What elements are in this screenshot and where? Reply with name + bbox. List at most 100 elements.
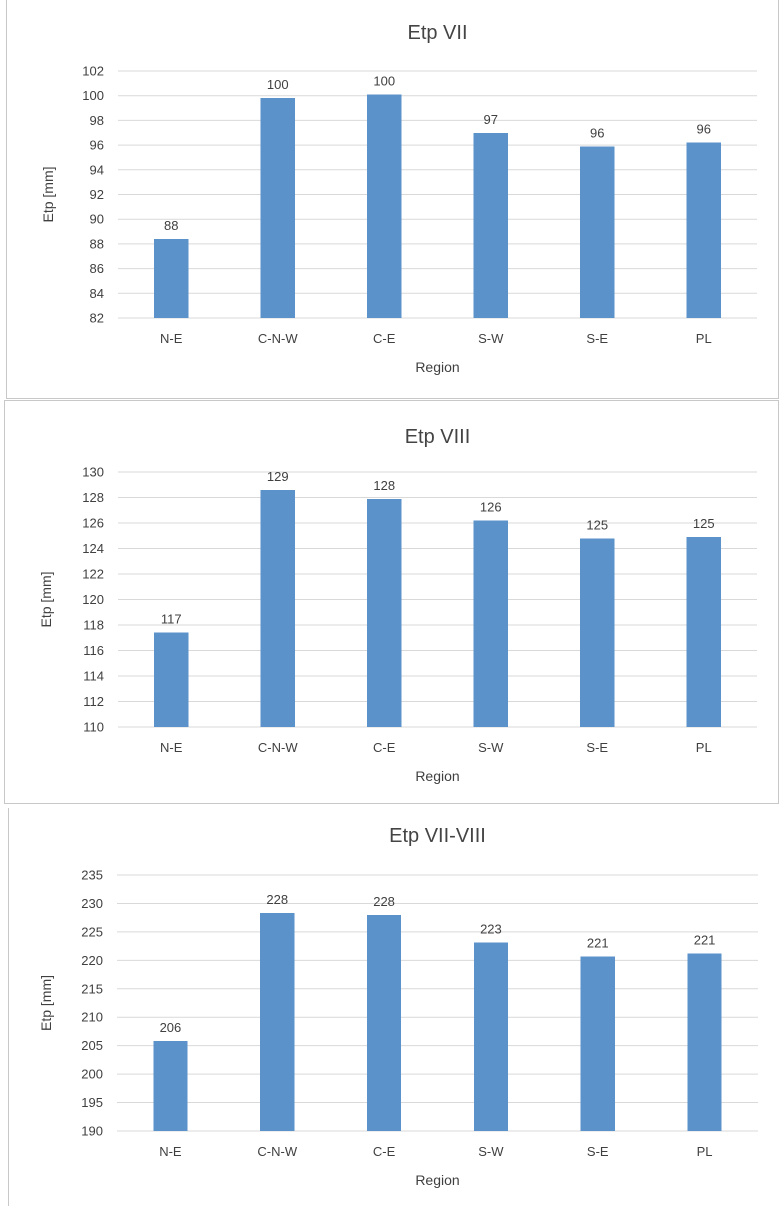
x-tick-label: S-W — [478, 331, 504, 346]
data-label: 96 — [697, 122, 711, 137]
y-tick-label: 86 — [90, 261, 104, 276]
bar-c-e — [366, 914, 402, 1131]
bar-n-e — [153, 1041, 188, 1131]
x-tick-label: S-E — [586, 331, 608, 346]
x-tick-label: C-N-W — [258, 331, 298, 346]
y-tick-label: 230 — [81, 896, 103, 911]
y-tick-label: 102 — [82, 64, 104, 79]
bar-c-n-w — [260, 489, 295, 727]
chart-panel-etp-vii-viii: Etp VII-VIII 190 195 200 205 210 215 220 225 230 2… — [8, 808, 778, 1206]
x-tick-label: C-E — [373, 331, 396, 346]
y-tick-label: 98 — [90, 113, 104, 128]
data-label: 96 — [590, 125, 604, 140]
data-label: 221 — [694, 933, 716, 948]
bar-c-e — [367, 498, 402, 727]
y-axis-label: Etp [mm] — [38, 571, 54, 627]
bar-s-e — [580, 956, 615, 1131]
bar-pl — [686, 142, 721, 318]
x-tick-label: N-E — [160, 740, 183, 755]
bar-c-n-w — [260, 98, 295, 318]
x-tick-label: N-E — [159, 1144, 182, 1159]
x-axis-label: Region — [415, 359, 459, 375]
y-tick-label: 100 — [82, 88, 104, 103]
y-tick-label: 215 — [81, 981, 103, 996]
x-tick-label: PL — [696, 331, 712, 346]
chart-title: Etp VII — [407, 22, 467, 44]
bar-s-e — [580, 538, 615, 727]
bar-pl — [687, 953, 722, 1131]
bar-s-w — [473, 942, 509, 1131]
bar-n-e — [154, 632, 189, 727]
y-tick-label: 116 — [83, 643, 104, 658]
bar-c-e — [367, 94, 402, 318]
bar-c-n-w — [260, 913, 295, 1131]
bar-s-w — [473, 520, 508, 727]
y-tick-label: 90 — [90, 212, 104, 227]
y-tick-label: 128 — [82, 490, 104, 505]
chart-etp-vii: Etp VII 82 84 86 88 90 92 94 96 98 100 102 88 N-E 100 C… — [40, 22, 757, 375]
y-tick-label: 110 — [83, 720, 104, 735]
x-tick-label: S-W — [478, 740, 504, 755]
y-tick-label: 126 — [82, 516, 104, 531]
x-tick-label: C-N-W — [258, 740, 298, 755]
y-tick-label: 220 — [81, 953, 103, 968]
bar-s-w — [473, 132, 508, 318]
bar-s-e — [580, 146, 615, 318]
data-label: 97 — [484, 112, 498, 127]
y-tick-label: 114 — [83, 669, 104, 684]
data-label: 129 — [267, 469, 289, 484]
data-label: 221 — [587, 935, 609, 950]
data-label: 100 — [373, 73, 395, 88]
y-tick-label: 88 — [90, 236, 104, 251]
y-tick-label: 94 — [90, 162, 104, 177]
y-tick-label: 112 — [83, 694, 104, 709]
data-label: 125 — [586, 517, 608, 532]
data-label: 206 — [160, 1020, 182, 1035]
data-label: 223 — [480, 922, 502, 937]
data-label: 117 — [161, 612, 182, 627]
chart-etp-vii-viii: Etp VII-VIII 190 195 200 205 210 215 220 225 230 2… — [38, 825, 758, 1188]
chart-panel-etp-vii: Etp VII 82 84 86 88 90 92 94 96 98 100 102 88 N-E 100 C… — [6, 0, 779, 399]
y-tick-label: 122 — [82, 567, 104, 582]
y-tick-label: 118 — [83, 618, 104, 633]
y-tick-label: 120 — [82, 592, 104, 607]
x-tick-label: PL — [697, 1144, 713, 1159]
x-axis-label: Region — [415, 768, 459, 784]
chart-panel-etp-viii: Etp VIII 110 112 114 116 118 120 122 124 126 128 13… — [4, 400, 779, 804]
y-tick-label: 96 — [90, 138, 104, 153]
y-tick-label: 225 — [81, 924, 103, 939]
y-tick-label: 205 — [81, 1038, 103, 1053]
x-tick-label: C-E — [373, 1144, 396, 1159]
bar-n-e — [154, 238, 189, 318]
y-tick-label: 190 — [81, 1124, 103, 1139]
y-tick-label: 124 — [82, 541, 104, 556]
y-tick-label: 82 — [90, 311, 104, 326]
x-axis-label: Region — [415, 1172, 459, 1188]
x-tick-label: S-E — [586, 740, 608, 755]
data-label: 88 — [164, 218, 178, 233]
y-tick-label: 130 — [82, 465, 104, 480]
x-tick-label: C-N-W — [257, 1144, 297, 1159]
y-tick-label: 210 — [81, 1010, 103, 1025]
y-axis-label: Etp [mm] — [38, 975, 54, 1031]
data-label: 228 — [266, 892, 288, 907]
data-label: 228 — [373, 894, 395, 909]
data-label: 125 — [693, 516, 715, 531]
data-label: 126 — [480, 499, 502, 514]
y-tick-label: 92 — [90, 187, 104, 202]
bar-pl — [686, 537, 721, 727]
x-tick-label: PL — [696, 740, 712, 755]
chart-etp-viii: Etp VIII 110 112 114 116 118 120 122 124 126 128 13… — [38, 426, 757, 784]
y-tick-label: 200 — [81, 1067, 103, 1082]
y-axis-label: Etp [mm] — [40, 166, 56, 222]
x-tick-label: C-E — [373, 740, 396, 755]
data-label: 128 — [373, 478, 395, 493]
data-label: 100 — [267, 77, 289, 92]
y-tick-label: 84 — [90, 286, 104, 301]
x-tick-label: S-W — [478, 1144, 504, 1159]
x-tick-label: S-E — [587, 1144, 609, 1159]
x-tick-label: N-E — [160, 331, 183, 346]
y-tick-label: 235 — [81, 868, 103, 883]
chart-title: Etp VIII — [405, 426, 471, 448]
y-tick-label: 195 — [81, 1095, 103, 1110]
